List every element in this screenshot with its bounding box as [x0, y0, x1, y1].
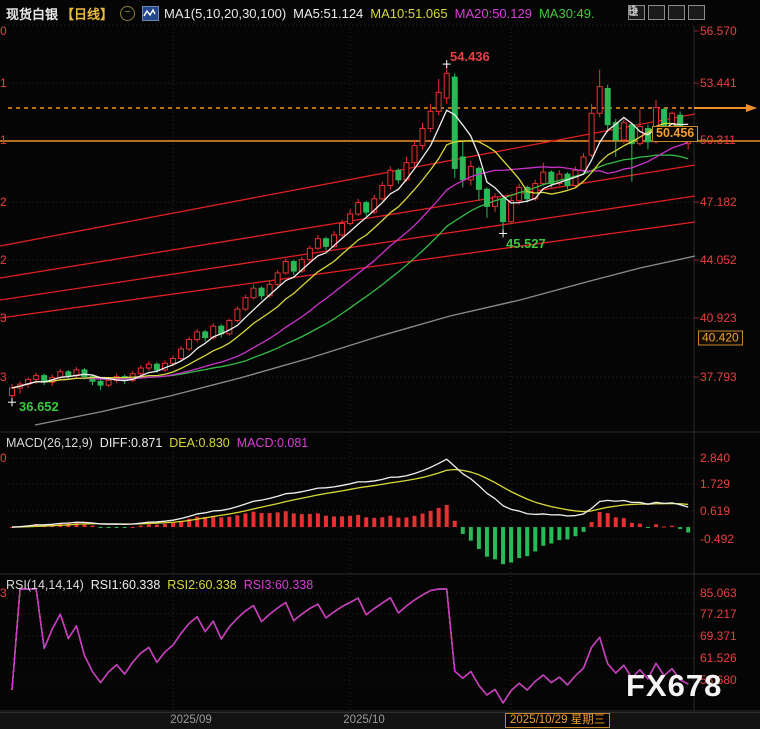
- y-axis-label: 50.311: [700, 133, 736, 147]
- header-toolbar: [628, 5, 705, 20]
- clipped-left-axis-label: 1: [0, 133, 7, 147]
- y-axis-scale-icon[interactable]: [629, 5, 665, 20]
- macd-axis-label: 0.619: [700, 504, 731, 518]
- clipped-left-axis-label: 1: [0, 76, 7, 90]
- ma30-value: MA30:49.: [538, 5, 595, 21]
- watermark: FX678: [626, 668, 723, 703]
- start-low-annotation: 36.652: [19, 399, 59, 414]
- date-label-sep: 2025/09: [170, 714, 212, 726]
- indicator-thumbnail-icon[interactable]: [142, 5, 160, 21]
- y-axis-label: 47.182: [700, 195, 737, 209]
- collapse-icon[interactable]: −: [120, 5, 136, 21]
- pan-right-icon[interactable]: [629, 5, 705, 20]
- macd-axis-label: 2.840: [700, 451, 731, 465]
- rsi-name: RSI(14,14,14): [6, 578, 84, 592]
- y-axis-highlight-label: 40.420: [698, 330, 743, 346]
- clipped-left-axis-label: 0: [0, 24, 7, 38]
- rsi-axis-label: 69.371: [700, 629, 737, 643]
- rsi1-value: RSI1:60.338: [90, 578, 161, 592]
- high-price-annotation: 54.436: [450, 49, 490, 64]
- macd-name: MACD(26,12,9): [6, 436, 93, 450]
- rsi3-value: RSI3:60.338: [243, 578, 314, 592]
- ma10-value: MA10:51.065: [370, 5, 448, 21]
- rsi2-value: RSI2:60.338: [167, 578, 237, 592]
- macd-header: MACD(26,12,9) DIFF:0.871 DEA:0.830 MACD:…: [6, 436, 308, 450]
- macd-dea-value: DEA:0.830: [169, 436, 230, 450]
- rsi-header: RSI(14,14,14) RSI1:60.338 RSI2:60.338 RS…: [6, 578, 313, 592]
- y-axis-label: 53.441: [700, 76, 737, 90]
- chart-header: 现货白银 【日线】 − MA1(5,10,20,30,100) MA5:51.1…: [0, 0, 760, 26]
- ma-config-label: MA1(5,10,20,30,100): [164, 5, 287, 21]
- rsi-axis-label: 61.526: [700, 651, 737, 665]
- clipped-left-axis-label: 2: [0, 195, 7, 209]
- date-label-oct: 2025/10: [343, 714, 385, 726]
- macd-axis-label: 1.729: [700, 477, 731, 491]
- y-axis-label: 44.052: [700, 253, 737, 267]
- low-price-annotation: 45.527: [506, 236, 546, 251]
- y-axis-label: 37.793: [700, 370, 737, 384]
- macd-macd-value: MACD:0.081: [236, 436, 309, 450]
- macd-axis-label: -0.492: [700, 532, 735, 546]
- clipped-left-axis-label: 2: [0, 253, 7, 267]
- last-price-box: 50.456: [652, 126, 699, 142]
- clipped-left-axis-label: 3: [0, 586, 7, 600]
- y-axis-label: 40.923: [700, 311, 737, 325]
- selected-date-box: 2025/10/29 星期三: [505, 713, 611, 728]
- macd-diff-value: DIFF:0.871: [99, 436, 163, 450]
- candlesticks: [9, 64, 692, 403]
- ma5-value: MA5:51.124: [293, 5, 364, 21]
- ma20-value: MA20:50.129: [454, 5, 532, 21]
- rsi-axis-label: 85.063: [700, 586, 737, 600]
- clipped-left-axis-label: 3: [0, 311, 7, 325]
- symbol-title: 现货白银: [6, 6, 59, 22]
- period-label[interactable]: 【日线】: [61, 6, 114, 22]
- x-axis-scale-icon[interactable]: [629, 5, 685, 20]
- y-axis-label: 56.570: [700, 24, 737, 38]
- rsi-axis-label: 53.680: [700, 673, 737, 687]
- clipped-left-axis-label: 3: [0, 370, 7, 384]
- clipped-left-axis-label: 0: [0, 451, 7, 465]
- rsi-axis-label: 77.217: [700, 607, 737, 621]
- macd-histogram: [10, 504, 691, 565]
